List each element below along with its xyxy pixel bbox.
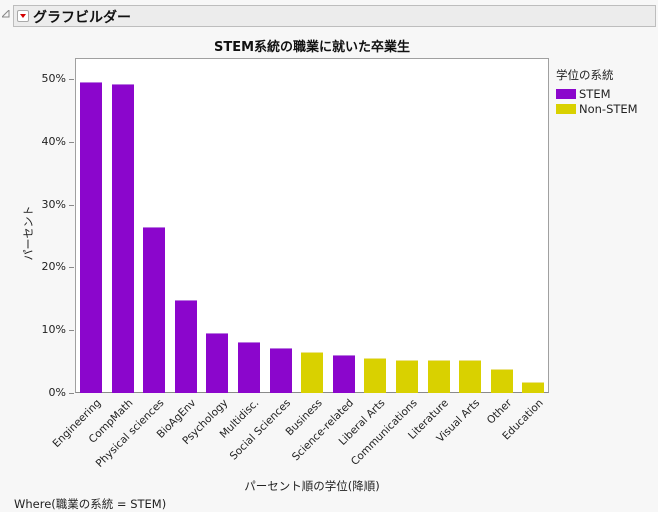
y-tick-label: 40% bbox=[41, 134, 66, 148]
bar-liberal-arts[interactable] bbox=[364, 358, 387, 393]
bar-social-sciences[interactable] bbox=[269, 348, 292, 393]
y-tick-label: 10% bbox=[41, 323, 66, 337]
bar-other[interactable] bbox=[490, 368, 513, 393]
chart-title: STEM系統の職業に就いた卒業生 bbox=[213, 40, 411, 55]
y-tick-mark bbox=[69, 79, 74, 80]
legend-swatch-non-stem bbox=[556, 104, 576, 114]
where-clause: Where(職業の系統 = STEM) bbox=[14, 497, 167, 511]
bar-physical-sciences[interactable] bbox=[143, 227, 166, 393]
y-tick-mark bbox=[69, 204, 74, 206]
graph-builder-outline-header: グラフビルダー bbox=[13, 5, 656, 27]
y-tick-mark bbox=[69, 393, 74, 394]
y-tick-label: 0% bbox=[48, 386, 66, 399]
y-tick-label: 50% bbox=[41, 72, 66, 85]
bar-education[interactable] bbox=[522, 381, 545, 393]
legend-item-stem[interactable]: STEM bbox=[556, 87, 611, 101]
legend-title: 学位の系統 bbox=[556, 68, 614, 82]
outline-title: グラフビルダー bbox=[33, 10, 131, 26]
y-tick-mark bbox=[69, 267, 74, 269]
disclosure-triangle-icon[interactable] bbox=[2, 10, 10, 18]
bar-visual-arts[interactable] bbox=[459, 360, 482, 393]
y-tick-mark bbox=[69, 330, 74, 332]
x-axis-title: パーセント順の学位(降順) bbox=[244, 479, 380, 493]
bar-business[interactable] bbox=[301, 352, 324, 393]
bar-compmath[interactable] bbox=[111, 84, 134, 393]
x-tick-label: Other bbox=[484, 397, 515, 427]
red-triangle-menu-icon[interactable] bbox=[17, 10, 29, 22]
legend-label: STEM bbox=[579, 87, 611, 101]
bar-psychology[interactable] bbox=[206, 333, 229, 393]
y-tick-label: 30% bbox=[41, 197, 66, 211]
bar-science-related[interactable] bbox=[332, 355, 355, 393]
legend-item-non-stem[interactable]: Non-STEM bbox=[556, 102, 638, 116]
legend-label: Non-STEM bbox=[579, 102, 638, 116]
y-tick-mark bbox=[69, 141, 74, 143]
y-axis-title: パーセント bbox=[22, 205, 35, 261]
legend-swatch-stem bbox=[556, 89, 576, 99]
y-tick-label: 20% bbox=[41, 260, 66, 274]
bar-literature[interactable] bbox=[427, 359, 450, 393]
bar-multidisc-[interactable] bbox=[238, 341, 260, 393]
bar-communications[interactable] bbox=[396, 359, 418, 393]
bar-bioagenv[interactable] bbox=[174, 300, 197, 393]
bar-engineering[interactable] bbox=[80, 82, 102, 393]
